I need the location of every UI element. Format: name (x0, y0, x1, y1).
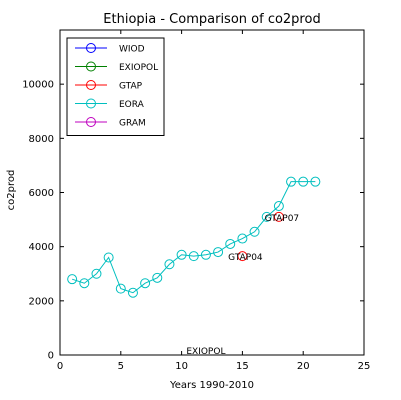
eora-point (237, 233, 248, 244)
eora-point (152, 272, 163, 283)
legend: WIOD EXIOPOL GTAP EORA GRAM (66, 37, 165, 136)
x-tick-label: 10 (175, 361, 188, 372)
eora-point (273, 201, 284, 212)
legend-label: EXIOPOL (119, 63, 158, 73)
y-tick-label: 2000 (29, 296, 54, 307)
data-marks (67, 176, 321, 298)
legend-label: GRAM (119, 119, 146, 129)
eora-point (200, 249, 211, 260)
x-tick-label: 20 (297, 361, 310, 372)
eora-point (298, 176, 309, 187)
annotation-label: EXIOPOL (186, 347, 225, 357)
legend-swatch-marker (86, 61, 96, 72)
x-tick-label: 15 (236, 361, 249, 372)
legend-label: WIOD (119, 45, 145, 55)
legend-label: GTAP (119, 82, 143, 92)
y-axis-label: co2prod (6, 170, 17, 211)
x-tick-label: 0 (57, 361, 63, 372)
y-tick-label: 10000 (22, 80, 54, 91)
axis-ticks: 0 5 10 15 20 25 0 2000 4000 6000 8000 10000 (22, 30, 370, 372)
eora-point (140, 278, 151, 289)
gtap-point (273, 211, 284, 222)
eora-point (176, 249, 187, 260)
legend-swatch-marker (86, 80, 96, 90)
annotation-label: GTAP07 (265, 214, 300, 224)
y-tick-label: 8000 (29, 134, 54, 145)
annotations: GTAP04 GTAP07 EXIOPOL (186, 214, 299, 357)
eora-point (79, 278, 90, 289)
legend-swatch-marker (86, 117, 96, 127)
eora-line (72, 181, 316, 294)
annotation-label: GTAP04 (228, 253, 263, 263)
eora-point (261, 211, 272, 222)
legend-swatch-marker (86, 98, 96, 109)
legend-box (66, 37, 165, 136)
eora-point (103, 252, 114, 263)
chart-title: Ethiopia - Comparison of co2prod (103, 12, 320, 27)
eora-point (115, 283, 126, 294)
eora-point (188, 251, 199, 262)
y-tick-label: 4000 (29, 242, 54, 253)
eora-point (127, 287, 138, 298)
eora-point (249, 226, 260, 237)
eora-point (91, 268, 102, 279)
legend-swatch-marker (86, 43, 96, 53)
legend-label: EORA (119, 100, 145, 110)
eora-point (310, 176, 321, 187)
eora-point (67, 274, 78, 285)
eora-point (225, 238, 236, 249)
eora-point (164, 259, 175, 270)
eora-point (213, 247, 224, 258)
gtap-point (237, 251, 248, 262)
x-tick-label: 5 (118, 361, 124, 372)
y-tick-label: 0 (48, 351, 54, 362)
y-tick-label: 6000 (29, 188, 54, 199)
x-axis-label: Years 1990-2010 (169, 380, 254, 391)
eora-point (286, 176, 297, 187)
x-tick-label: 25 (358, 361, 371, 372)
